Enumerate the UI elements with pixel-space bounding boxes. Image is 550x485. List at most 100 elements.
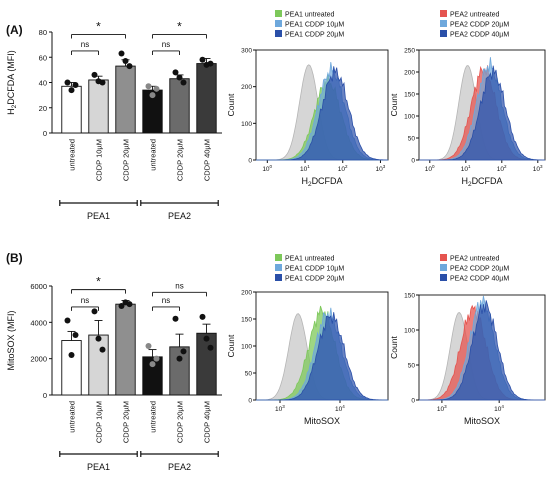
data-point-a (118, 50, 125, 57)
bar-category-label-a: untreated (149, 139, 158, 171)
legend-label-h1: PEA1 CDDP 20µM (285, 32, 344, 39)
bar-category-label-a: CDDP 20µM (176, 139, 185, 181)
histogram-y-tick-label-h2: 100 (404, 114, 415, 121)
data-point-a (149, 92, 156, 99)
histogram-x-tick-label-h2: 102 (497, 164, 507, 173)
bar-y-tick-label-b: 6000 (30, 282, 47, 291)
histogram-x-tick-label-h4: 104 (494, 404, 504, 413)
bar-y-tick-label-a: 60 (39, 53, 47, 62)
data-point-a (68, 87, 75, 94)
legend-swatch-h1 (275, 30, 282, 37)
data-point-a (91, 71, 98, 78)
legend-swatch-h3 (275, 254, 282, 261)
bar-category-label-a: CDDP 10µM (95, 139, 104, 181)
bar-a (169, 78, 190, 134)
bar-category-label-b: CDDP 20µM (176, 401, 185, 443)
histogram-y-tick-label-h3: 200 (241, 290, 252, 297)
data-point-b (153, 355, 160, 362)
legend-swatch-h2 (440, 30, 447, 37)
histogram-x-tick-label-h2: 103 (533, 164, 543, 173)
bar-a (196, 63, 217, 134)
data-point-a (153, 85, 160, 92)
legend-swatch-h4 (440, 264, 447, 271)
data-point-b (199, 313, 206, 320)
histogram-x-tick-label-h2: 101 (461, 164, 471, 173)
group-label-b: PEA1 (87, 462, 110, 472)
legend-label-h4: PEA2 untreated (450, 256, 500, 263)
data-point-b (68, 352, 75, 359)
bar-y-tick-label-a: 80 (39, 28, 47, 37)
histogram-x-axis-label-h1: H2DCFDA (301, 176, 342, 188)
data-point-a (64, 79, 71, 86)
data-point-a (99, 79, 106, 86)
histogram-y-tick-label-h4: 50 (408, 363, 416, 370)
bar-a (88, 79, 109, 134)
bar-b (61, 340, 82, 396)
bar-category-label-b: CDDP 20µM (122, 401, 131, 443)
legend-label-h1: PEA1 untreated (285, 12, 335, 19)
histogram-y-axis-label-h2: Count (389, 93, 399, 116)
legend-label-h2: PEA2 CDDP 20µM (450, 22, 509, 29)
significance-label-b: ns (81, 296, 89, 305)
bar-category-label-a: untreated (68, 139, 77, 171)
histogram-x-axis-label-h4: MitoSOX (464, 416, 500, 426)
data-point-a (122, 58, 129, 65)
legend-label-h3: PEA1 untreated (285, 256, 335, 263)
bar-y-axis-label-a: H2DCFDA (MFI) (6, 50, 18, 115)
data-point-a (199, 56, 206, 63)
significance-label-b: ns (162, 296, 170, 305)
legend-swatch-h4 (440, 254, 447, 261)
data-point-b (64, 317, 71, 324)
bar-y-tick-label-a: 0 (43, 129, 47, 138)
significance-label-a: ns (81, 40, 89, 49)
panel-label-a: (A) (6, 23, 23, 37)
data-point-b (72, 332, 79, 339)
data-point-b (207, 344, 214, 351)
histogram-y-tick-label-h2: 50 (408, 136, 416, 143)
histogram-x-axis-label-h3: MitoSOX (304, 416, 340, 426)
histogram-y-axis-label-h1: Count (226, 93, 236, 116)
significance-label-a: ns (162, 40, 170, 49)
legend-label-h3: PEA1 CDDP 20µM (285, 276, 344, 283)
legend-label-h4: PEA2 CDDP 40µM (450, 276, 509, 283)
histogram-y-tick-label-h3: 150 (241, 317, 252, 324)
data-point-b (91, 308, 98, 315)
group-label-b: PEA2 (168, 462, 191, 472)
panel-label-b: (B) (6, 251, 23, 265)
histogram-x-tick-label-h1: 102 (338, 164, 348, 173)
legend-label-h2: PEA2 CDDP 40µM (450, 32, 509, 39)
histogram-x-tick-label-h1: 100 (262, 164, 272, 173)
histogram-y-tick-label-h2: 0 (411, 158, 415, 165)
bar-y-tick-label-a: 40 (39, 79, 47, 88)
histogram-x-tick-label-h3: 104 (335, 404, 345, 413)
histogram-x-tick-label-h3: 103 (275, 404, 285, 413)
histogram-y-tick-label-h4: 0 (411, 398, 415, 405)
legend-swatch-h1 (275, 20, 282, 27)
histogram-series-h1 (256, 66, 388, 161)
histogram-series-h4 (419, 300, 545, 401)
bar-y-tick-label-a: 20 (39, 104, 47, 113)
histogram-x-tick-label-h2: 100 (425, 164, 435, 173)
data-point-b (118, 302, 125, 309)
data-point-a (126, 63, 133, 70)
bar-b (196, 332, 217, 396)
legend-label-h1: PEA1 CDDP 10µM (285, 22, 344, 29)
legend-label-h2: PEA2 untreated (450, 12, 500, 19)
histogram-series-h2 (419, 65, 545, 161)
histogram-y-tick-label-h2: 150 (404, 92, 415, 99)
bar-category-label-a: CDDP 40µM (203, 139, 212, 181)
legend-swatch-h2 (440, 10, 447, 17)
histogram-y-tick-label-h1: 100 (241, 121, 252, 128)
significance-label-b: ns (175, 281, 183, 290)
bar-y-tick-label-b: 4000 (30, 318, 47, 327)
histogram-y-axis-label-h4: Count (389, 336, 399, 359)
histogram-series-h3 (256, 312, 388, 401)
data-point-b (203, 335, 210, 342)
legend-swatch-h1 (275, 10, 282, 17)
data-point-b (126, 301, 133, 308)
bar-y-tick-label-b: 0 (43, 391, 47, 400)
histogram-y-tick-label-h1: 300 (241, 48, 252, 55)
bar-category-label-b: untreated (149, 401, 158, 433)
bar-a (61, 85, 82, 134)
